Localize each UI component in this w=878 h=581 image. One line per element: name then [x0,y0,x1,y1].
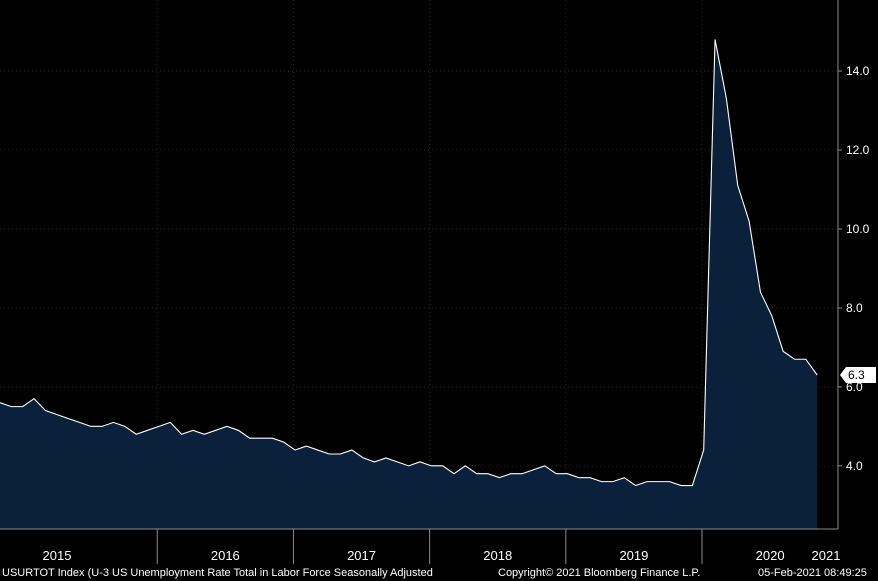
last-value-tag [840,367,876,384]
y-tick-label: 14.0 [846,64,870,78]
last-value-group: 6.3 [840,367,876,384]
series-layer [0,39,818,530]
x-tick-label: 2021 [812,548,841,563]
y-tick-label: 10.0 [846,222,870,236]
x-tick-label: 2020 [756,548,785,563]
x-axis-ticks: 2015 2016 2017 2018 2019 2020 2021 [43,529,841,564]
last-value-label: 6.3 [848,368,865,382]
x-tick-label: 2019 [619,548,648,563]
axes [0,0,839,530]
x-tick-label: 2017 [347,548,376,563]
y-tick-label: 4.0 [846,459,863,473]
footer-series-title: USURTOT Index (U-3 US Unemployment Rate … [2,567,433,579]
y-tick-label: 12.0 [846,143,870,157]
x-tick-label: 2018 [483,548,512,563]
footer-copyright: Copyright© 2021 Bloomberg Finance L.P. [498,567,701,579]
y-tick-label: 8.0 [846,301,863,315]
x-tick-label: 2016 [211,548,240,563]
footer-timestamp: 05-Feb-2021 08:49:25 [758,567,867,579]
y-axis-ticks: 4.0 6.0 8.0 10.0 12.0 14.0 [838,64,870,473]
x-tick-label: 2015 [43,548,72,563]
y-tick-label: 6.0 [846,380,863,394]
series-area [0,39,818,530]
